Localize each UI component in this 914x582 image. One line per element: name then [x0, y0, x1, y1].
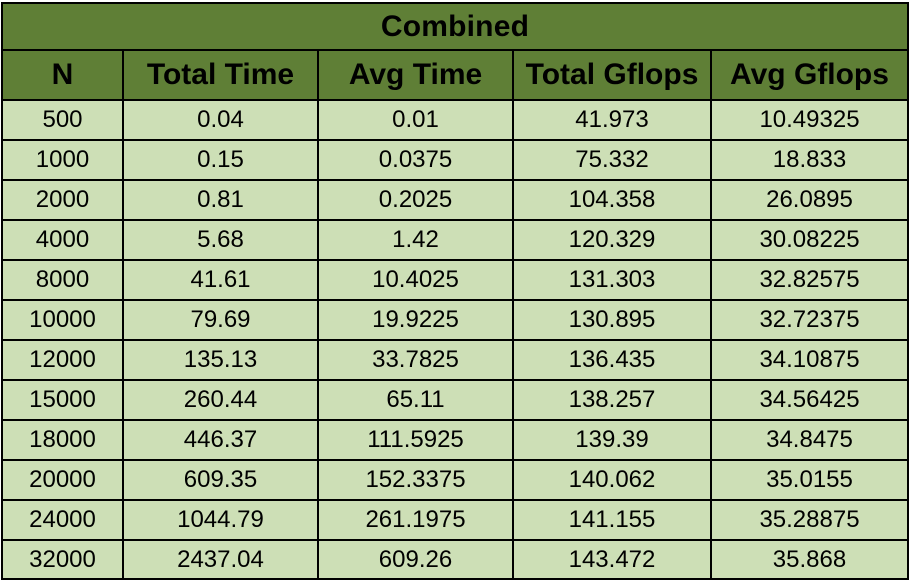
- cell-total-time: 135.13: [123, 340, 319, 381]
- cell-total-gflops: 104.358: [513, 180, 712, 221]
- cell-n: 8000: [3, 260, 124, 301]
- cell-total-time: 446.37: [123, 420, 319, 461]
- cell-n: 20000: [3, 460, 124, 501]
- table-row: 12000 135.13 33.7825 136.435 34.10875: [3, 340, 907, 381]
- cell-n: 18000: [3, 420, 124, 461]
- table-row: 500 0.04 0.01 41.973 10.49325: [3, 100, 907, 141]
- cell-avg-gflops: 34.8475: [711, 420, 907, 461]
- cell-avg-time: 33.7825: [318, 340, 514, 381]
- header-row: N Total Time Avg Time Total Gflops Avg G…: [3, 51, 907, 101]
- cell-total-gflops: 136.435: [513, 340, 712, 381]
- cell-total-gflops: 143.472: [513, 540, 712, 579]
- cell-avg-time: 261.1975: [318, 500, 514, 541]
- table-row: 2000 0.81 0.2025 104.358 26.0895: [3, 180, 907, 221]
- table-row: 4000 5.68 1.42 120.329 30.08225: [3, 220, 907, 261]
- cell-total-time: 0.15: [123, 140, 319, 181]
- cell-avg-time: 19.9225: [318, 300, 514, 341]
- cell-total-gflops: 139.39: [513, 420, 712, 461]
- table-row: 8000 41.61 10.4025 131.303 32.82575: [3, 260, 907, 301]
- cell-total-gflops: 75.332: [513, 140, 712, 181]
- data-table: N Total Time Avg Time Total Gflops Avg G…: [3, 51, 907, 579]
- table-row: 20000 609.35 152.3375 140.062 35.0155: [3, 460, 907, 501]
- cell-n: 2000: [3, 180, 124, 221]
- cell-total-gflops: 131.303: [513, 260, 712, 301]
- cell-avg-time: 10.4025: [318, 260, 514, 301]
- cell-total-gflops: 41.973: [513, 100, 712, 141]
- cell-avg-gflops: 32.72375: [711, 300, 907, 341]
- cell-avg-time: 111.5925: [318, 420, 514, 461]
- cell-total-gflops: 141.155: [513, 500, 712, 541]
- cell-avg-time: 0.2025: [318, 180, 514, 221]
- column-header-avg-gflops: Avg Gflops: [711, 51, 907, 101]
- cell-total-time: 609.35: [123, 460, 319, 501]
- cell-avg-gflops: 34.56425: [711, 380, 907, 421]
- cell-avg-gflops: 18.833: [711, 140, 907, 181]
- cell-total-time: 0.04: [123, 100, 319, 141]
- cell-avg-time: 0.0375: [318, 140, 514, 181]
- cell-avg-time: 1.42: [318, 220, 514, 261]
- cell-total-time: 2437.04: [123, 540, 319, 579]
- cell-total-time: 260.44: [123, 380, 319, 421]
- cell-avg-time: 0.01: [318, 100, 514, 141]
- cell-total-gflops: 138.257: [513, 380, 712, 421]
- table-row: 18000 446.37 111.5925 139.39 34.8475: [3, 420, 907, 461]
- cell-total-time: 1044.79: [123, 500, 319, 541]
- cell-avg-gflops: 34.10875: [711, 340, 907, 381]
- table-title: Combined: [380, 9, 530, 43]
- column-header-n: N: [3, 51, 124, 101]
- cell-avg-gflops: 26.0895: [711, 180, 907, 221]
- column-header-total-time: Total Time: [123, 51, 319, 101]
- cell-n: 15000: [3, 380, 124, 421]
- cell-total-time: 0.81: [123, 180, 319, 221]
- cell-n: 12000: [3, 340, 124, 381]
- cell-total-gflops: 140.062: [513, 460, 712, 501]
- table-title-row: Combined: [3, 4, 907, 51]
- cell-total-gflops: 130.895: [513, 300, 712, 341]
- cell-n: 10000: [3, 300, 124, 341]
- table-row: 1000 0.15 0.0375 75.332 18.833: [3, 140, 907, 181]
- cell-total-time: 5.68: [123, 220, 319, 261]
- cell-avg-gflops: 10.49325: [711, 100, 907, 141]
- column-header-total-gflops: Total Gflops: [513, 51, 712, 101]
- cell-avg-gflops: 32.82575: [711, 260, 907, 301]
- table-row: 32000 2437.04 609.26 143.472 35.868: [3, 540, 907, 579]
- cell-avg-gflops: 35.0155: [711, 460, 907, 501]
- cell-avg-gflops: 30.08225: [711, 220, 907, 261]
- cell-n: 1000: [3, 140, 124, 181]
- table-row: 24000 1044.79 261.1975 141.155 35.28875: [3, 500, 907, 541]
- table-row: 15000 260.44 65.11 138.257 34.56425: [3, 380, 907, 421]
- cell-avg-time: 609.26: [318, 540, 514, 579]
- cell-avg-gflops: 35.28875: [711, 500, 907, 541]
- cell-n: 32000: [3, 540, 124, 579]
- cell-total-time: 41.61: [123, 260, 319, 301]
- cell-avg-time: 65.11: [318, 380, 514, 421]
- cell-n: 500: [3, 100, 124, 141]
- cell-n: 4000: [3, 220, 124, 261]
- table-row: 10000 79.69 19.9225 130.895 32.72375: [3, 300, 907, 341]
- cell-total-gflops: 120.329: [513, 220, 712, 261]
- cell-n: 24000: [3, 500, 124, 541]
- cell-avg-time: 152.3375: [318, 460, 514, 501]
- cell-avg-gflops: 35.868: [772, 546, 847, 573]
- column-header-avg-time: Avg Time: [318, 51, 514, 101]
- cell-total-time: 79.69: [123, 300, 319, 341]
